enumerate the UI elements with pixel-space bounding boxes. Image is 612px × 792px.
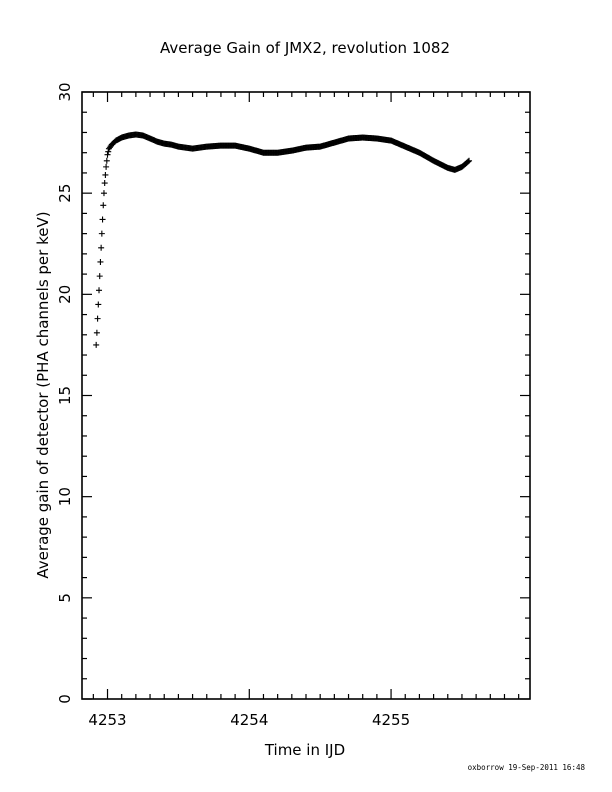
y-axis: 0 5 10 15 20 25 30 xyxy=(56,82,530,704)
data-point xyxy=(97,258,104,265)
data-point xyxy=(101,180,108,187)
data-point xyxy=(465,158,472,165)
data-point xyxy=(96,273,103,280)
data-point xyxy=(103,157,110,164)
data-point xyxy=(100,190,107,197)
y-tick-label: 20 xyxy=(56,285,74,304)
chart-title: Average Gain of JMX2, revolution 1082 xyxy=(160,39,450,57)
data-point xyxy=(96,287,103,294)
data-point xyxy=(466,157,473,164)
data-point xyxy=(95,301,102,308)
data-point xyxy=(103,163,110,170)
x-axis: 4253 4254 4255 xyxy=(88,92,520,729)
y-tick-label: 25 xyxy=(56,184,74,203)
x-tick-label: 4255 xyxy=(372,711,410,729)
y-tick-label: 5 xyxy=(56,593,74,603)
data-point xyxy=(102,171,109,178)
y-tick-label: 15 xyxy=(56,386,74,405)
data-point xyxy=(93,329,100,336)
data-point xyxy=(93,341,100,348)
plot-frame xyxy=(81,91,531,700)
data-point xyxy=(100,202,107,209)
footer-credit: oxborrow 19-Sep-2011 16:48 xyxy=(468,763,586,772)
data-point xyxy=(104,151,111,158)
y-axis-label: Average gain of detector (PHA channels p… xyxy=(34,211,52,578)
x-tick-label: 4253 xyxy=(88,711,126,729)
y-tick-label: 30 xyxy=(56,82,74,101)
y-tick-label: 10 xyxy=(56,487,74,506)
data-point xyxy=(98,230,105,237)
y-tick-label: 0 xyxy=(56,694,74,704)
data-series xyxy=(93,131,473,348)
data-point xyxy=(99,216,106,223)
data-point xyxy=(105,148,112,155)
data-point xyxy=(94,315,101,322)
x-axis-label: Time in IJD xyxy=(264,741,345,759)
data-point xyxy=(98,244,105,251)
x-tick-label: 4254 xyxy=(230,711,268,729)
